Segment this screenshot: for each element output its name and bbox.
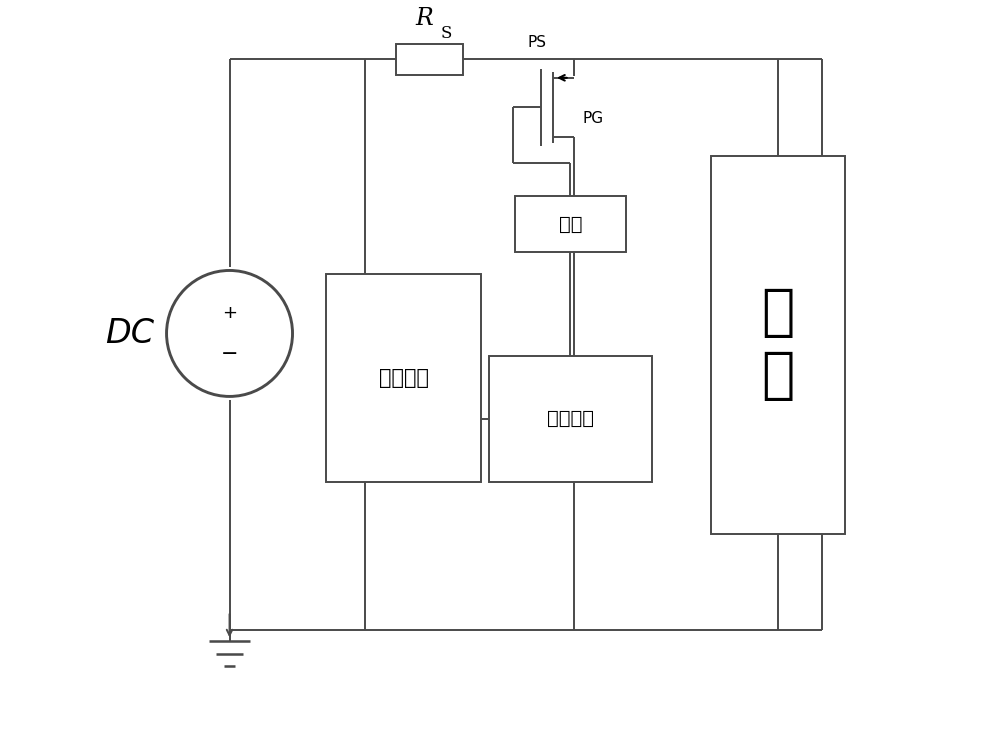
Text: 负
载: 负 载 [761,286,795,403]
Bar [515,196,626,252]
Bar [711,156,845,534]
Text: 采样电路: 采样电路 [379,368,429,388]
Text: 驱动: 驱动 [559,215,582,233]
Bar [396,44,463,75]
Text: R: R [416,7,433,30]
Text: 控制电路: 控制电路 [547,409,594,428]
Bar [489,356,652,482]
Text: PG: PG [583,111,604,126]
Text: −: − [221,345,238,364]
Text: +: + [222,304,237,322]
Text: PS: PS [528,36,547,50]
Text: S: S [440,25,452,41]
Text: DC: DC [105,317,154,350]
Bar [326,274,481,482]
